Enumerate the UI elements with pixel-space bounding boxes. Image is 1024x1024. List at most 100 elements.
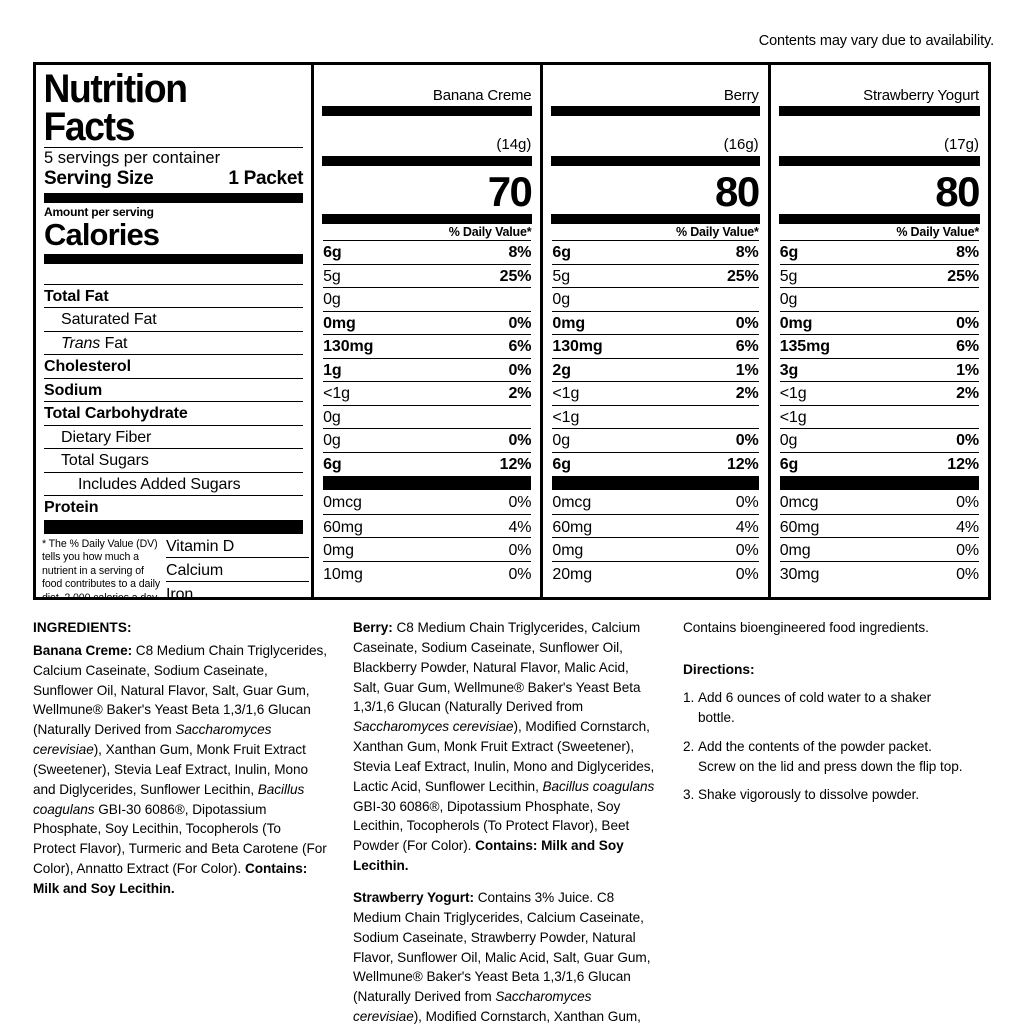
text: GBI-30 6086®, Dipotassium Phosphate, Soy… <box>33 801 327 877</box>
vitamin-label-row: Calcium <box>166 557 310 581</box>
column-divider <box>540 65 544 597</box>
vitamin-amount: 0mcg <box>323 494 362 511</box>
nutrient-amount: 6g <box>323 455 342 473</box>
footnote-and-vitamin-labels: * The % Daily Value (DV) tells you how m… <box>36 534 311 600</box>
amount-per-serving-label: Amount per serving <box>44 204 154 219</box>
column-flavor-name: Strawberry Yogurt <box>863 87 979 104</box>
text: Contains 3% Juice. C8 Medium Chain Trigl… <box>353 889 651 1005</box>
nutrient-value-row: 0g 0% <box>552 428 759 452</box>
vitamin-value-row: 60mg 4% <box>779 513 979 538</box>
nutrient-name: Total Sugars <box>61 452 149 470</box>
nutrient-daily-value: 0% <box>956 432 979 449</box>
nutrient-daily-value: 1% <box>735 361 759 379</box>
nutrient-label-row: Saturated Fat <box>44 307 304 331</box>
column-calories-value: 70 <box>487 168 533 215</box>
nutrient-value-row: 130mg 6% <box>323 334 532 358</box>
text: C8 Medium Chain Triglycerides, Calcium C… <box>33 642 327 738</box>
vitamin-amount: 0mg <box>779 542 811 559</box>
nutrient-values: 6g 8% 5g 25% 0g 0mg 0% 130mg 6% 2g 1% <1g 2% <1g 0g 0% 6… <box>543 240 767 475</box>
nutrient-label-row: Dietary Fiber <box>44 424 304 449</box>
nutrient-amount: 135mg <box>779 338 830 355</box>
nutrient-name: Total Fat <box>44 287 109 305</box>
vitamin-amount: 0mcg <box>552 494 592 511</box>
nutrient-daily-value: 8% <box>956 244 979 261</box>
nutrient-amount: <1g <box>779 385 807 402</box>
flavor-label: Berry: <box>353 620 393 635</box>
vitamin-daily-value: 0% <box>508 542 532 559</box>
nutrient-label-row: Total Sugars <box>44 448 304 472</box>
nutrient-daily-value: 8% <box>735 244 759 261</box>
daily-value-header: % Daily Value* <box>896 225 979 239</box>
nutrient-amount: 0g <box>323 432 341 449</box>
nutrient-value-row: 0g 0% <box>323 428 532 452</box>
value-column-berry: Berry (16g) 80 % Daily Value* 6g 8% 5g 25% 0… <box>543 65 767 597</box>
nutrient-daily-value: 2% <box>956 385 979 402</box>
nutrient-amount: 0g <box>323 408 341 426</box>
nutrient-value-row: 6g 8% <box>323 240 532 264</box>
species-name: Bacillus coagulans <box>542 778 655 794</box>
nutrient-amount: 6g <box>552 455 571 473</box>
nutrient-value-row: <1g 2% <box>323 381 532 405</box>
vitamin-daily-value: 0% <box>508 565 532 583</box>
nutrient-value-row: 135mg 6% <box>779 334 979 358</box>
nutrient-daily-value: 0% <box>735 432 759 449</box>
nutrient-amount: 1g <box>323 361 342 379</box>
rule <box>778 106 980 116</box>
nutrient-value-row: <1g <box>779 404 979 429</box>
ingredients-area: INGREDIENTS: Banana Creme: C8 Medium Cha… <box>33 618 991 1024</box>
nutrient-amount: 130mg <box>323 338 374 355</box>
nutrient-amount: 0mg <box>779 314 813 332</box>
rule <box>44 192 304 203</box>
serving-size-row: Serving Size 1 Packet <box>36 168 311 193</box>
nutrient-value-row: <1g <box>552 404 759 429</box>
serving-size-value: 1 Packet <box>228 167 304 189</box>
nutrient-daily-value: 12% <box>499 455 532 473</box>
nutrient-amount: <1g <box>323 385 350 402</box>
nutrient-amount: 0mg <box>323 314 356 332</box>
nutrient-amount: <1g <box>552 385 580 402</box>
nutrient-value-row: 0mg 0% <box>552 310 759 335</box>
nutrient-value-row: <1g 2% <box>552 381 759 405</box>
rule <box>44 519 304 534</box>
column-divider <box>767 65 771 597</box>
nutrient-name: Protein <box>44 499 99 517</box>
nutrient-value-row: 5g 25% <box>779 263 979 288</box>
calories-label: Calories <box>44 216 160 252</box>
nutrient-daily-value: 12% <box>947 455 979 473</box>
vitamin-daily-value: 0% <box>735 565 759 583</box>
nutrient-value-row: 0g <box>323 404 532 429</box>
directions-heading: Directions: <box>683 661 755 677</box>
nutrient-rows-labels: Total Fat Saturated Fat Trans Fat Cholester… <box>36 283 311 519</box>
text: ), Xanthan Gum, Monk Fruit Extract (Swee… <box>33 742 308 797</box>
rule <box>551 214 760 224</box>
column-flavor-name: Banana Creme <box>432 87 532 104</box>
nutrient-name: Includes Added Sugars <box>78 475 241 493</box>
nutrient-amount: 0g <box>552 291 571 308</box>
bioengineered-statement: Contains bioengineered food ingredients. <box>683 620 929 635</box>
nutrient-amount: 3g <box>779 361 799 379</box>
nutrient-values: 6g 8% 5g 25% 0g 0mg 0% 135mg 6% 3g 1% <1g 2% <1g 0g 0% 6… <box>771 240 988 475</box>
species-name: Saccharomyces cerevisiae <box>353 719 514 735</box>
nutrient-value-row: 0mg 0% <box>779 310 979 335</box>
vitamin-value-row: 60mg 4% <box>552 513 759 538</box>
vitamin-rows-labels: Vitamin DCalciumIronPotassium <box>166 534 311 597</box>
step-text: Add 6 ounces of cold water to a shaker b… <box>698 689 932 725</box>
nutrient-daily-value: 2% <box>508 385 532 402</box>
nutrient-value-row: 5g 25% <box>552 263 759 288</box>
daily-value-footnote: * The % Daily Value (DV) tells you how m… <box>42 537 161 600</box>
nutrient-value-row: 130mg 6% <box>552 334 759 358</box>
nutrient-amount: 6g <box>552 244 571 261</box>
column-calories-value: 80 <box>714 168 760 215</box>
nutrient-amount: 2g <box>552 361 571 379</box>
text: ), Modified Cornstarch, Xanthan Gum, Mon… <box>353 719 655 794</box>
nutrient-daily-value: 0% <box>508 432 532 449</box>
allergen-statement: Contains: Milk and Soy Lecithin. <box>33 861 308 896</box>
nutrient-label-row: Protein <box>44 495 304 519</box>
vitamin-name: Vitamin D <box>166 537 235 555</box>
nutrient-label-row: Sodium <box>44 377 304 402</box>
nutrient-daily-value: 0% <box>735 314 759 332</box>
flavor-label: Banana Creme: <box>33 642 133 658</box>
nutrient-value-row: 5g 25% <box>323 263 532 288</box>
nutrient-amount: 6g <box>779 244 799 261</box>
